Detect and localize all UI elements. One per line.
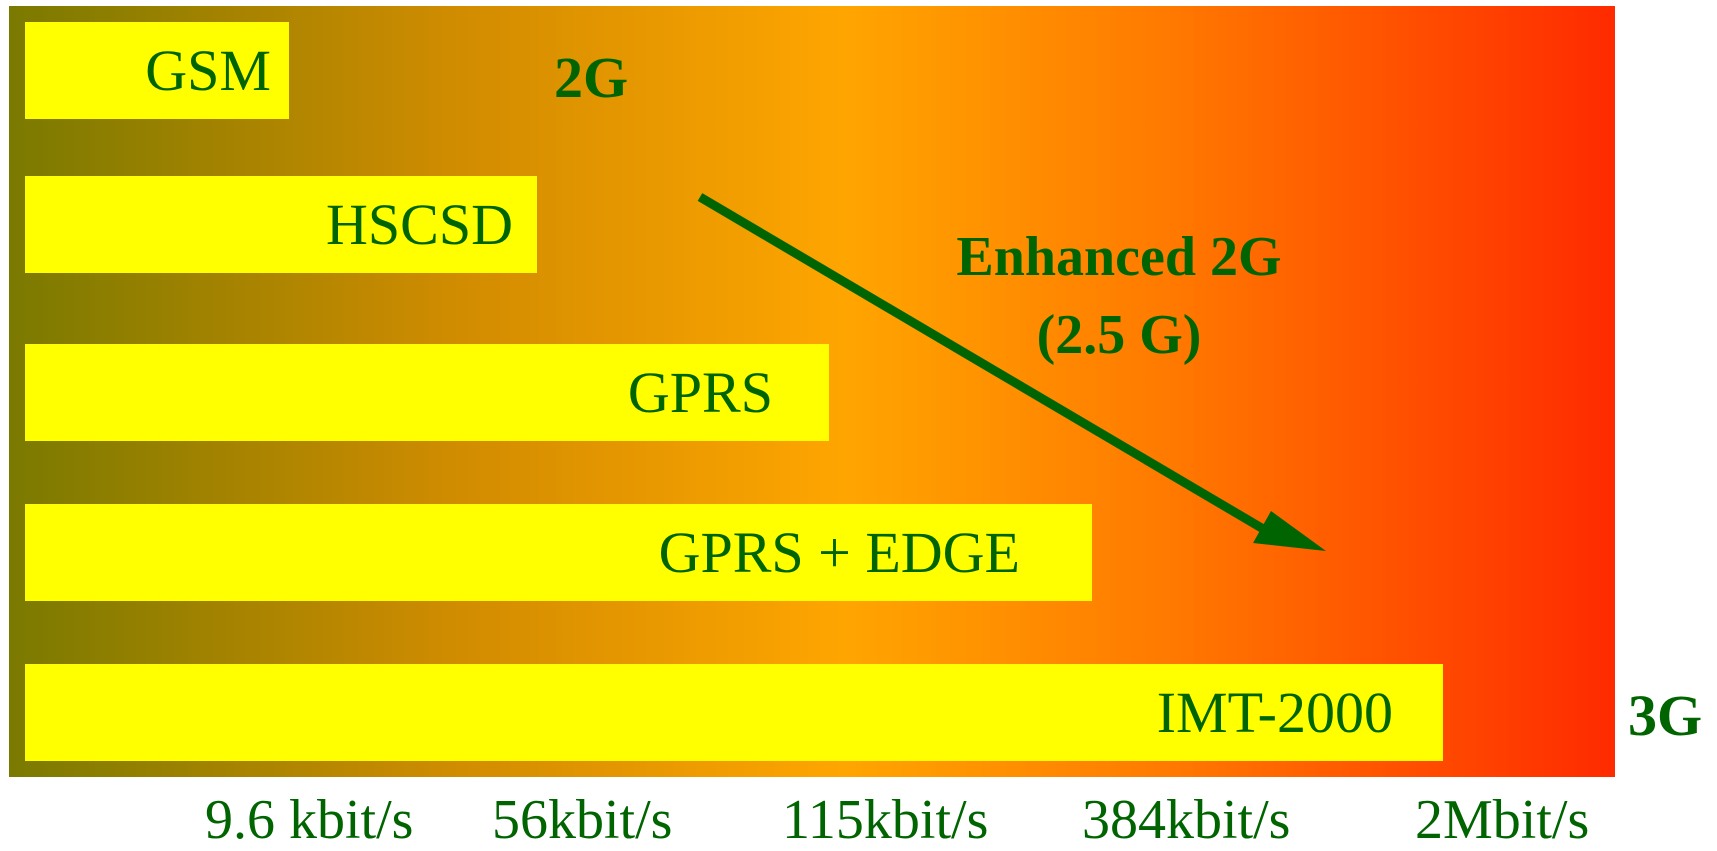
enhanced-2g-line1: Enhanced 2G bbox=[956, 226, 1282, 288]
bar-label-imt-2000: IMT-2000 bbox=[1156, 680, 1393, 745]
bar-label-gprs: GPRS bbox=[627, 360, 773, 425]
rate-tick-2m: 2Mbit/s bbox=[1415, 789, 1590, 851]
bar-label-gprs-edge: GPRS + EDGE bbox=[658, 520, 1020, 585]
rate-tick-115k: 115kbit/s bbox=[782, 789, 989, 851]
bar-hscsd: HSCSD bbox=[25, 176, 537, 273]
rate-tick-9-6k: 9.6 kbit/s bbox=[205, 789, 414, 851]
bar-gprs: GPRS bbox=[25, 344, 829, 441]
bar-imt-2000: IMT-2000 bbox=[25, 664, 1443, 761]
trend-arrow-icon bbox=[697, 193, 1326, 551]
rate-tick-384k: 384kbit/s bbox=[1082, 789, 1291, 851]
rate-tick-56k: 56kbit/s bbox=[492, 789, 673, 851]
bar-gprs-edge: GPRS + EDGE bbox=[25, 504, 1092, 601]
bar-label-hscsd: HSCSD bbox=[326, 192, 513, 257]
bar-gsm: GSM bbox=[25, 22, 289, 119]
enhanced-2g-line2: (2.5 G) bbox=[1036, 304, 1202, 366]
enhanced-2g-note: Enhanced 2G (2.5 G) bbox=[909, 218, 1329, 374]
evolution-panel: GSM HSCSD GPRS GPRS + EDGE IMT-2000 2G E… bbox=[9, 6, 1615, 777]
bar-label-gsm: GSM bbox=[145, 38, 271, 103]
generation-3g-label: 3G bbox=[1628, 683, 1703, 748]
data-rate-axis: 9.6 kbit/s 56kbit/s 115kbit/s 384kbit/s … bbox=[0, 790, 1717, 850]
generation-2g-label: 2G bbox=[554, 45, 629, 110]
